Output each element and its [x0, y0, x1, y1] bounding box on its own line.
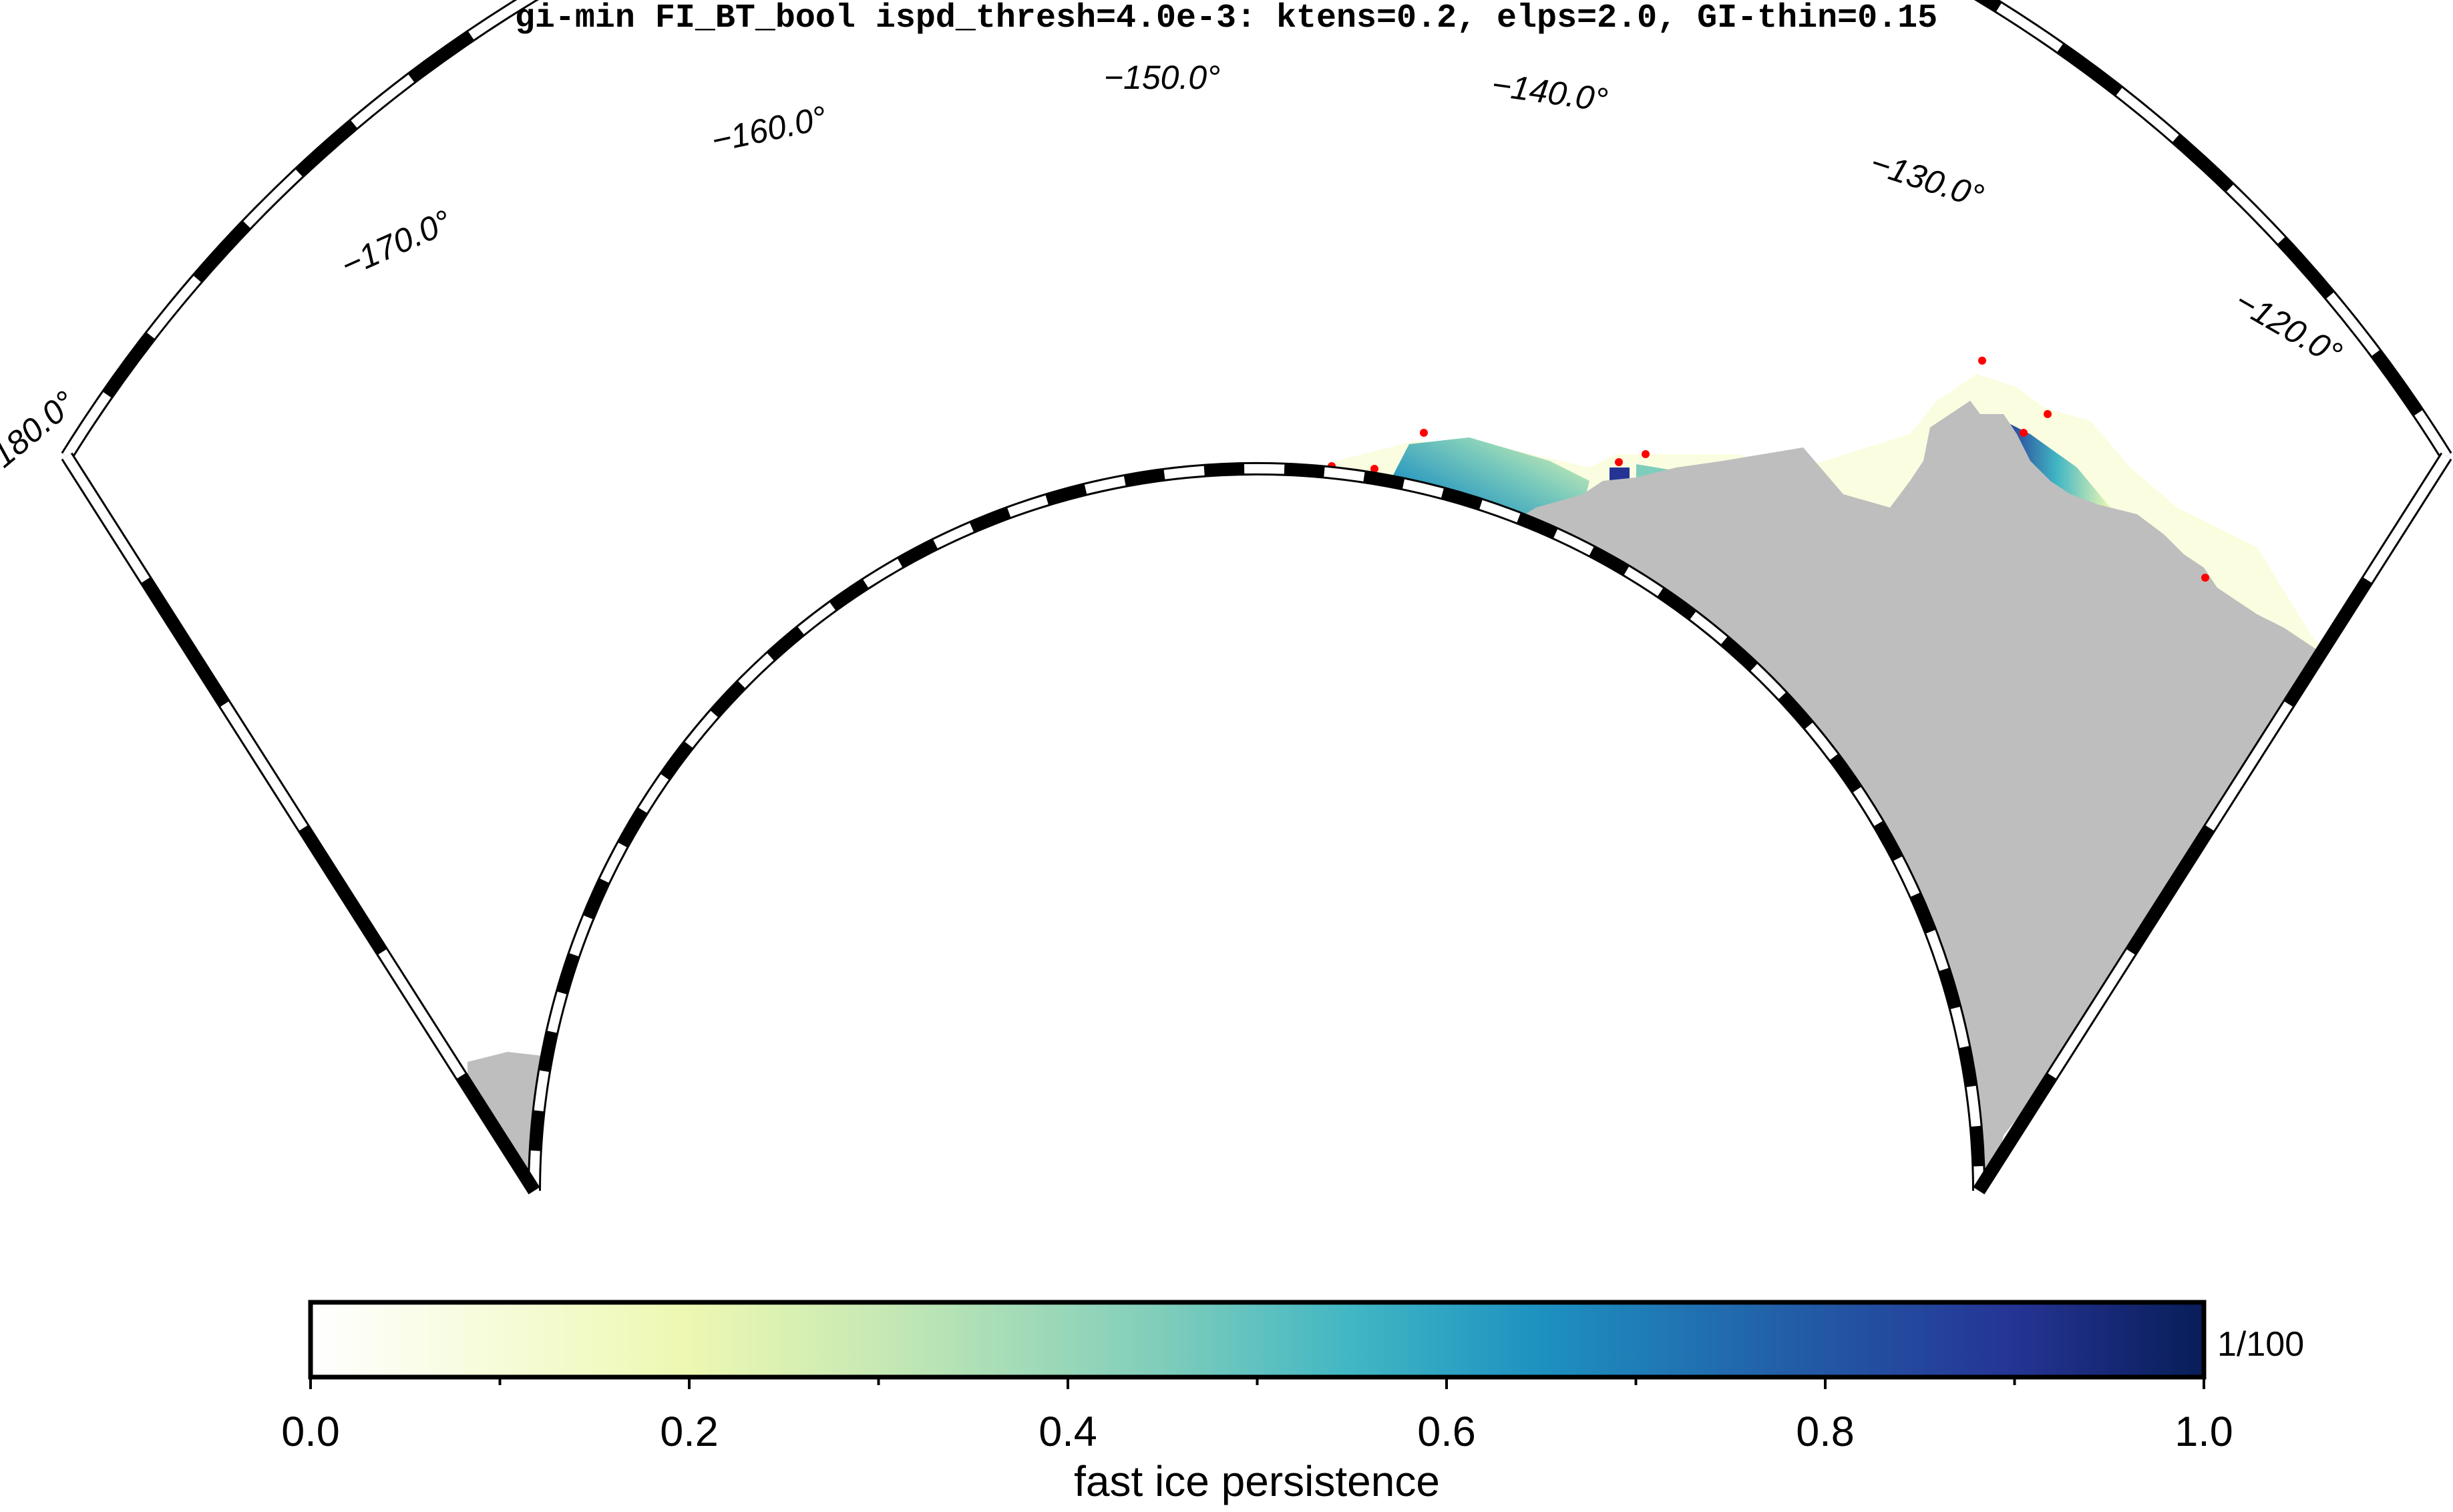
iceberg-marker: [1016, 751, 1024, 759]
colorbar-tick-label: 0.8: [1796, 1408, 1855, 1455]
iceberg-marker: [1145, 675, 1153, 683]
fast-ice-patch-bay: [2004, 421, 2110, 508]
colorbar-tick-label: 0.6: [1417, 1408, 1476, 1455]
iceberg-marker: [2044, 410, 2052, 418]
iceberg-marker: [1642, 450, 1650, 458]
iceberg-marker: [1065, 732, 1073, 740]
colorbar-tick-label: 0.0: [281, 1408, 340, 1455]
iceberg-marker: [1366, 504, 1374, 512]
iceberg-marker: [1420, 429, 1428, 437]
fast-ice-patch-west: [1062, 701, 1162, 768]
iceberg-marker: [1615, 458, 1623, 466]
iceberg-marker: [1286, 541, 1294, 549]
iceberg-marker: [960, 763, 968, 771]
lon-label-130w: −130.0°: [1866, 144, 1988, 215]
iceberg-marker: [1320, 516, 1328, 524]
iceberg-marker: [1058, 733, 1066, 741]
iceberg-marker: [1137, 675, 1145, 683]
fast-ice-patch-mid: [1135, 581, 1209, 681]
colorbar-tick-label: 0.4: [1039, 1408, 1097, 1455]
lon-label-150w: −150.0°: [1104, 59, 1220, 96]
lon-label-140w: −140.0°: [1489, 65, 1610, 119]
colorbar-label: fast ice persistence: [1074, 1457, 1440, 1505]
colorbar-unit-label: 1/100: [2217, 1325, 2304, 1364]
colorbar-tick-label: 1.0: [2175, 1408, 2233, 1455]
map-panel: −180.0° −170.0° −160.0° −150.0° −140.0° …: [0, 0, 2452, 1195]
lon-label-160w: −160.0°: [708, 99, 829, 160]
figure-title: gi-min FI_BT_bool ispd_thresh=4.0e-3: kt…: [515, 0, 1937, 37]
iceberg-marker: [1370, 465, 1378, 473]
iceberg-marker: [2020, 429, 2028, 437]
iceberg-marker: [1189, 580, 1197, 588]
lon-label-170w: −170.0°: [335, 202, 457, 284]
iceberg-marker: [2201, 574, 2209, 582]
iceberg-marker: [1125, 687, 1133, 695]
iceberg-marker: [1142, 687, 1150, 695]
iceberg-marker: [1978, 357, 1986, 365]
colorbar-gradient: [308, 1300, 2207, 1380]
colorbar: 1/100 0.0 0.2 0.4 0.6 0.8 1.0 fast ice p…: [281, 1300, 2304, 1505]
colorbar-tick-label: 0.2: [660, 1408, 719, 1455]
map-frame: [61, 0, 2452, 1195]
colorbar-ticks: [309, 1377, 2205, 1389]
iceberg-marker: [1213, 617, 1221, 625]
